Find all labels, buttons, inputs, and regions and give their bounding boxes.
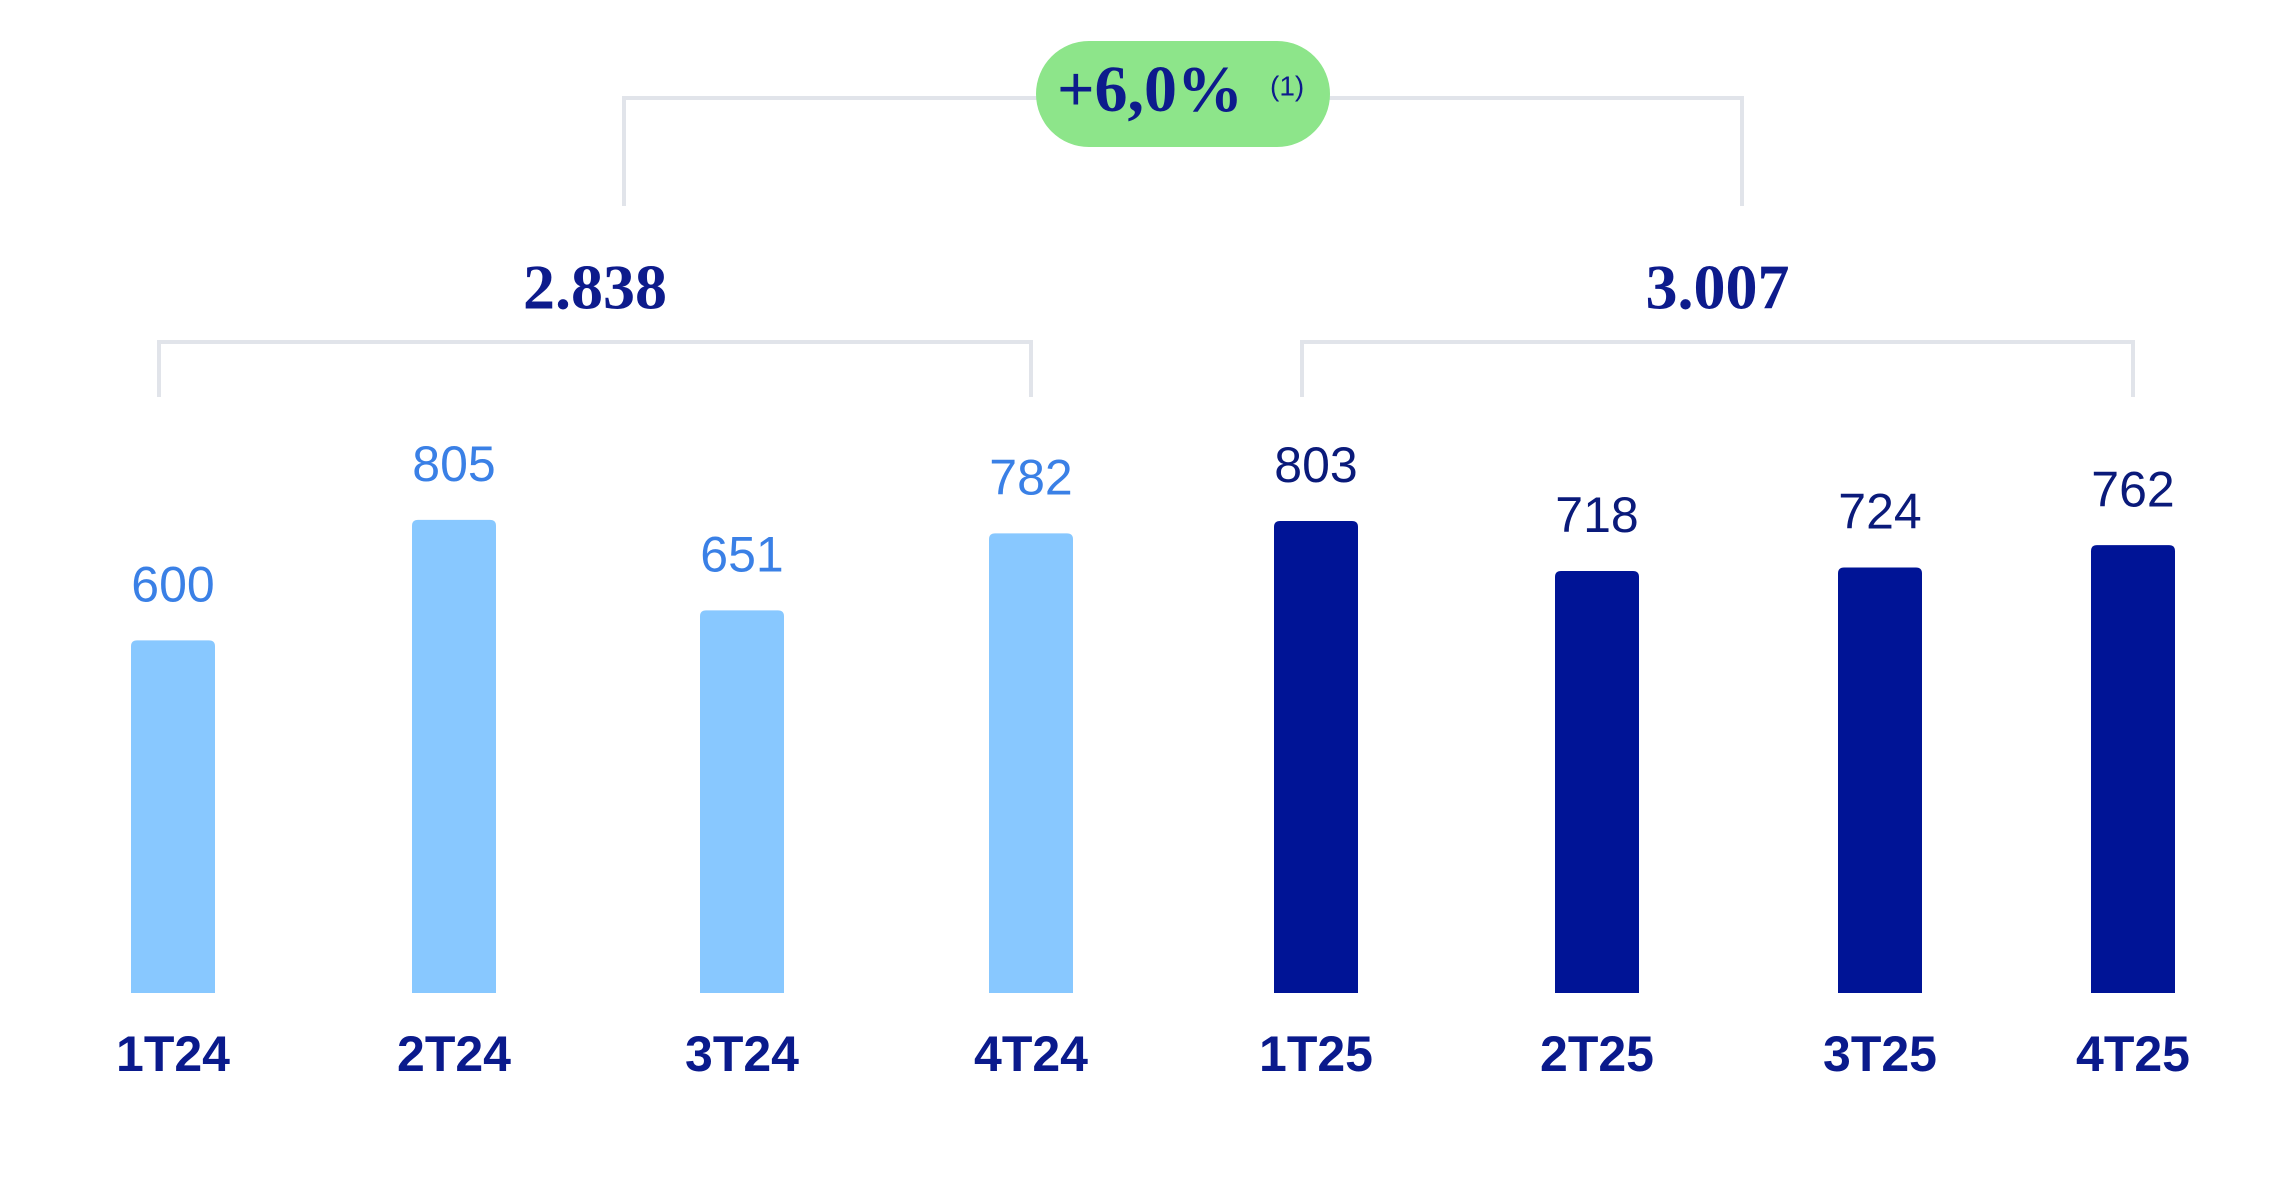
bar [1838,567,1922,993]
x-tick-label: 3T25 [1823,1026,1937,1082]
x-tick-label: 4T24 [974,1026,1088,1082]
growth-pill [1036,41,1330,147]
group-total: 2.838 [523,252,667,323]
group-bracket [157,340,1033,397]
x-tick-label: 4T25 [2076,1026,2190,1082]
bar [2091,545,2175,993]
bar [412,519,496,993]
x-tick-label: 1T24 [116,1026,230,1082]
bar [989,533,1073,993]
group-total: 3.007 [1646,252,1790,323]
x-tick-label: 3T24 [685,1026,799,1082]
x-tick-label: 2T24 [397,1026,511,1082]
x-tick-label: 2T25 [1540,1026,1654,1082]
value-label: 724 [1838,484,1921,540]
value-label: 762 [2091,461,2174,517]
value-label: 803 [1274,437,1357,493]
value-label: 600 [131,557,214,613]
value-label: 651 [700,527,783,583]
group-bracket [1300,340,2135,397]
value-label: 805 [412,436,495,492]
x-tick-label: 1T25 [1259,1026,1373,1082]
value-label: 782 [989,450,1072,506]
bar [700,610,784,993]
bar [1555,570,1639,993]
growth-note: (1) [1270,70,1304,101]
growth-label: +6,0% [1057,53,1243,126]
bar [131,640,215,993]
bar [1274,521,1358,993]
value-label: 718 [1555,487,1638,543]
